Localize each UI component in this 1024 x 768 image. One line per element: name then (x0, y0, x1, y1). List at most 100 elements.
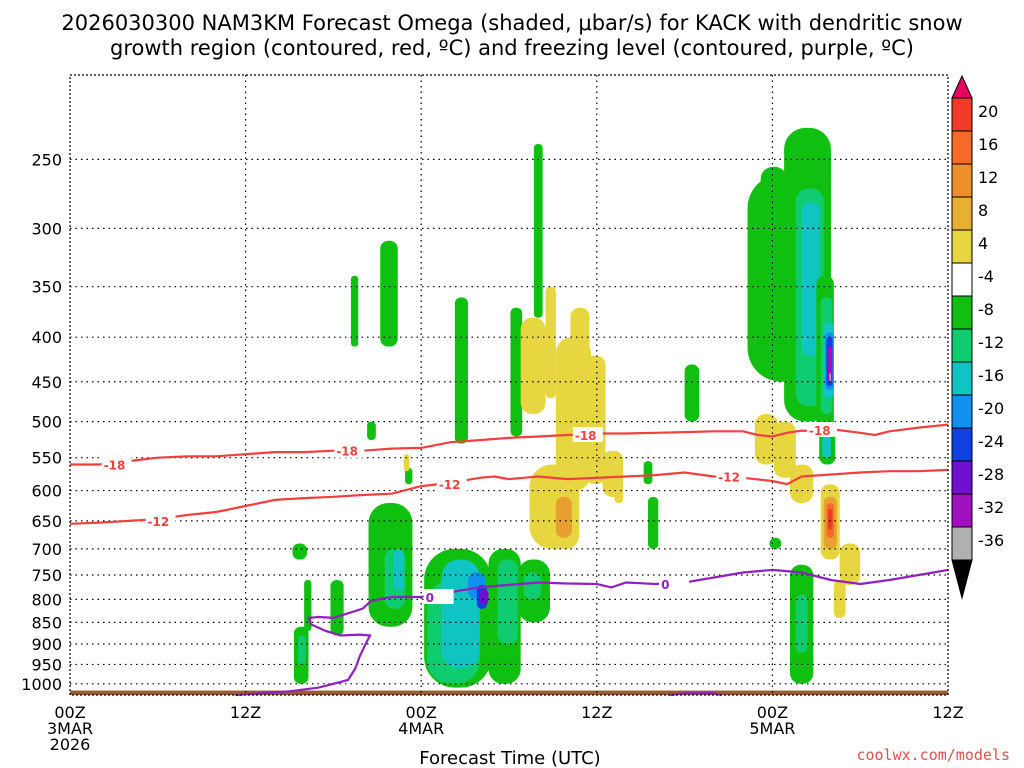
contour-label: -18 (575, 429, 597, 443)
omega-cell (454, 297, 469, 444)
omega-cell (614, 461, 624, 503)
omega-cell (648, 496, 659, 549)
y-tick-label: 650 (31, 512, 62, 531)
x-tick-label: 00Z (406, 703, 437, 722)
y-tick-label: 300 (31, 219, 62, 238)
omega-cell (828, 509, 833, 530)
x-tick-label: 2026 (50, 735, 91, 754)
contour-label-bg (334, 442, 365, 458)
y-tick-label: 950 (31, 655, 62, 674)
colorbar-segment (951, 526, 973, 561)
contour-label: -12 (148, 515, 170, 529)
x-tick-label: 12Z (230, 703, 261, 722)
colorbar-label: -20 (978, 399, 1004, 418)
colorbar-label: -24 (978, 432, 1004, 451)
colorbar-label: -4 (978, 267, 994, 286)
colorbar-segment (951, 493, 973, 528)
colorbar-segment (951, 97, 973, 132)
chart-title-line2: growth region (contoured, red, ºC) and f… (110, 36, 914, 60)
colorbar-label: -32 (978, 498, 1004, 517)
x-tick-label: 00Z (54, 703, 85, 722)
colorbar-segment (951, 361, 973, 396)
chart-title-line1: 2026030300 NAM3KM Forecast Omega (shaded… (61, 11, 962, 35)
contour-label-bg (145, 512, 176, 528)
contour-label: 0 (661, 578, 669, 592)
contour-label: -18 (104, 458, 126, 472)
omega-cell (822, 436, 831, 458)
omega-cell (403, 454, 410, 472)
colorbar-label: 16 (978, 135, 998, 154)
omega-cell (523, 572, 542, 600)
y-tick-label: 850 (31, 613, 62, 632)
omega-cell (839, 543, 861, 585)
colorbar-segment (951, 163, 973, 198)
omega-cell (520, 317, 546, 414)
omega-cell (380, 240, 398, 347)
contour-label-bg (659, 575, 690, 591)
colorbar-label: -36 (978, 531, 1004, 550)
x-tick-label: 00Z (757, 703, 788, 722)
colorbar-segment (951, 262, 973, 297)
omega-cell (510, 307, 523, 437)
colorbar-label: -8 (978, 300, 994, 319)
omega-cell (479, 589, 489, 605)
contour-label: -18 (809, 424, 831, 438)
contour-label-bg (423, 589, 454, 605)
colorbar-label: 12 (978, 168, 998, 187)
colorbar-segment (951, 229, 973, 264)
contour-label: -12 (718, 470, 740, 484)
colorbar-segment (951, 328, 973, 363)
colorbar-label: -16 (978, 366, 1004, 385)
colorbar-segment (951, 196, 973, 231)
omega-cell (754, 413, 779, 465)
y-tick-label: 550 (31, 449, 62, 468)
omega-cell (367, 421, 376, 441)
y-tick-label: 700 (31, 540, 62, 559)
y-tick-label: 500 (31, 413, 62, 432)
y-tick-label: 350 (31, 278, 62, 297)
omega-cell (393, 548, 404, 590)
x-tick-label: 4MAR (398, 719, 444, 738)
contour-label-bg (806, 421, 837, 437)
contour-label: -18 (336, 445, 358, 459)
x-tick-label: 12Z (932, 703, 963, 722)
colorbar-segment (951, 460, 973, 495)
omega-cell (570, 307, 590, 444)
contour-line (235, 568, 949, 697)
y-tick-label: 400 (31, 328, 62, 347)
omega-cell (585, 355, 606, 485)
omega-cell (684, 364, 700, 422)
omega-cell (497, 559, 518, 644)
omega-cell (833, 580, 846, 618)
colorbar-segment (951, 427, 973, 462)
plot-frame (69, 74, 949, 696)
omega-cell (643, 461, 653, 485)
contour-line (669, 692, 722, 697)
colorbar-label: 8 (978, 201, 988, 220)
colorbar-segment (951, 130, 973, 165)
omega-cell (350, 275, 359, 347)
x-tick-label: 12Z (581, 703, 612, 722)
contour-label-bg (101, 456, 132, 472)
contour-label-bg (716, 468, 747, 484)
omega-cell (298, 635, 306, 665)
plot-area: -18 -18 -18 -18 -12 -12 -12 0 0 (69, 74, 949, 697)
y-tick-label: 800 (31, 590, 62, 609)
x-tick-label: 5MAR (749, 719, 795, 738)
contour-label-bg (436, 476, 467, 492)
contour-line (69, 468, 949, 525)
contour-label: -12 (439, 478, 461, 492)
y-tick-label: 900 (31, 635, 62, 654)
contour-label-bg (572, 426, 603, 442)
omega-cell (801, 202, 820, 356)
colorbar-segment (951, 394, 973, 429)
colorbar: 20 16 12 8 4 -4 -8 -12 -16 -20 -24 -28 -32 -36 (951, 74, 1004, 600)
x-tick-label: 3MAR (47, 719, 93, 738)
omega-cell (828, 346, 833, 382)
omega-cell (292, 543, 308, 560)
colorbar-label: 4 (978, 234, 988, 253)
omega-cell (760, 166, 788, 356)
colorbar-top-arrow (951, 74, 973, 99)
